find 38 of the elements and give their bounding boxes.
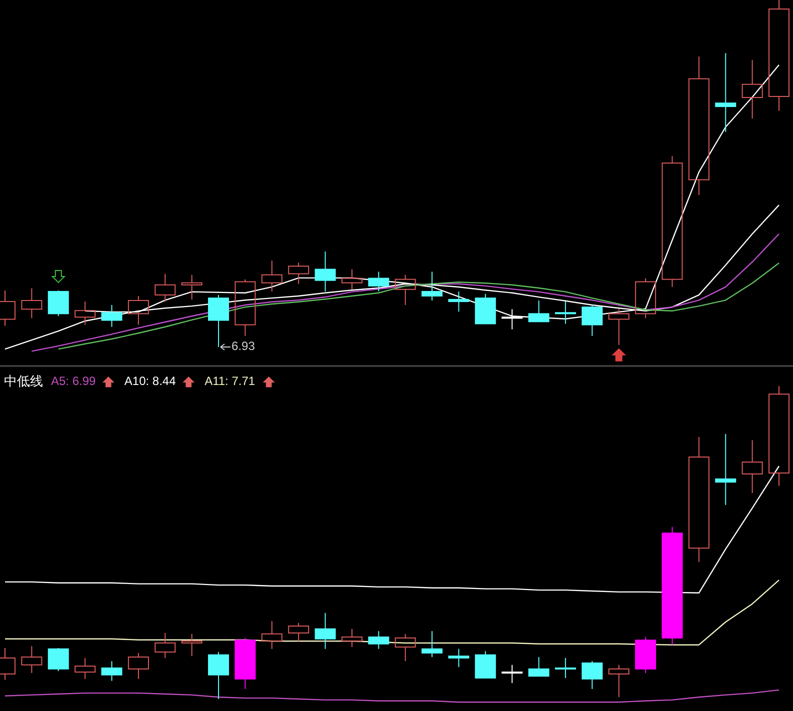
candlestick — [21, 288, 42, 319]
candlestick — [74, 301, 96, 326]
candlestick — [742, 60, 763, 120]
candlestick — [688, 56, 710, 196]
candlestick — [208, 652, 230, 700]
candlestick — [688, 436, 710, 562]
candlestick — [448, 648, 470, 668]
candlestick — [181, 274, 202, 300]
candlestick — [368, 630, 390, 650]
candlestick — [341, 268, 362, 290]
candlestick — [314, 612, 336, 650]
chart-title: 中低线 — [4, 374, 43, 390]
text: A10: 8.44 — [124, 374, 176, 388]
candlestick — [662, 156, 683, 288]
annotation: 6.93 — [232, 339, 256, 354]
candlestick — [341, 628, 362, 648]
candlestick — [554, 657, 576, 679]
text: A11: 7.71 — [204, 374, 256, 388]
candlestick — [742, 440, 763, 494]
candlestick — [261, 620, 282, 650]
candlestick — [314, 251, 336, 292]
candlestick — [154, 632, 176, 658]
candlestick — [448, 290, 470, 312]
candlestick — [101, 660, 122, 682]
candlestick — [101, 304, 122, 328]
candlestick — [21, 646, 42, 674]
candlestick — [715, 433, 736, 506]
candlestick — [715, 52, 736, 132]
candlestick — [74, 657, 96, 680]
text: A5: 6.99 — [51, 374, 96, 388]
candlestick — [554, 301, 576, 324]
candlestick — [368, 271, 390, 292]
candlestick — [768, 386, 790, 486]
candlestick — [181, 633, 202, 657]
candlestick — [502, 664, 523, 684]
candlestick — [261, 260, 282, 292]
candlestick — [154, 273, 176, 302]
candlestick — [768, 0, 790, 112]
